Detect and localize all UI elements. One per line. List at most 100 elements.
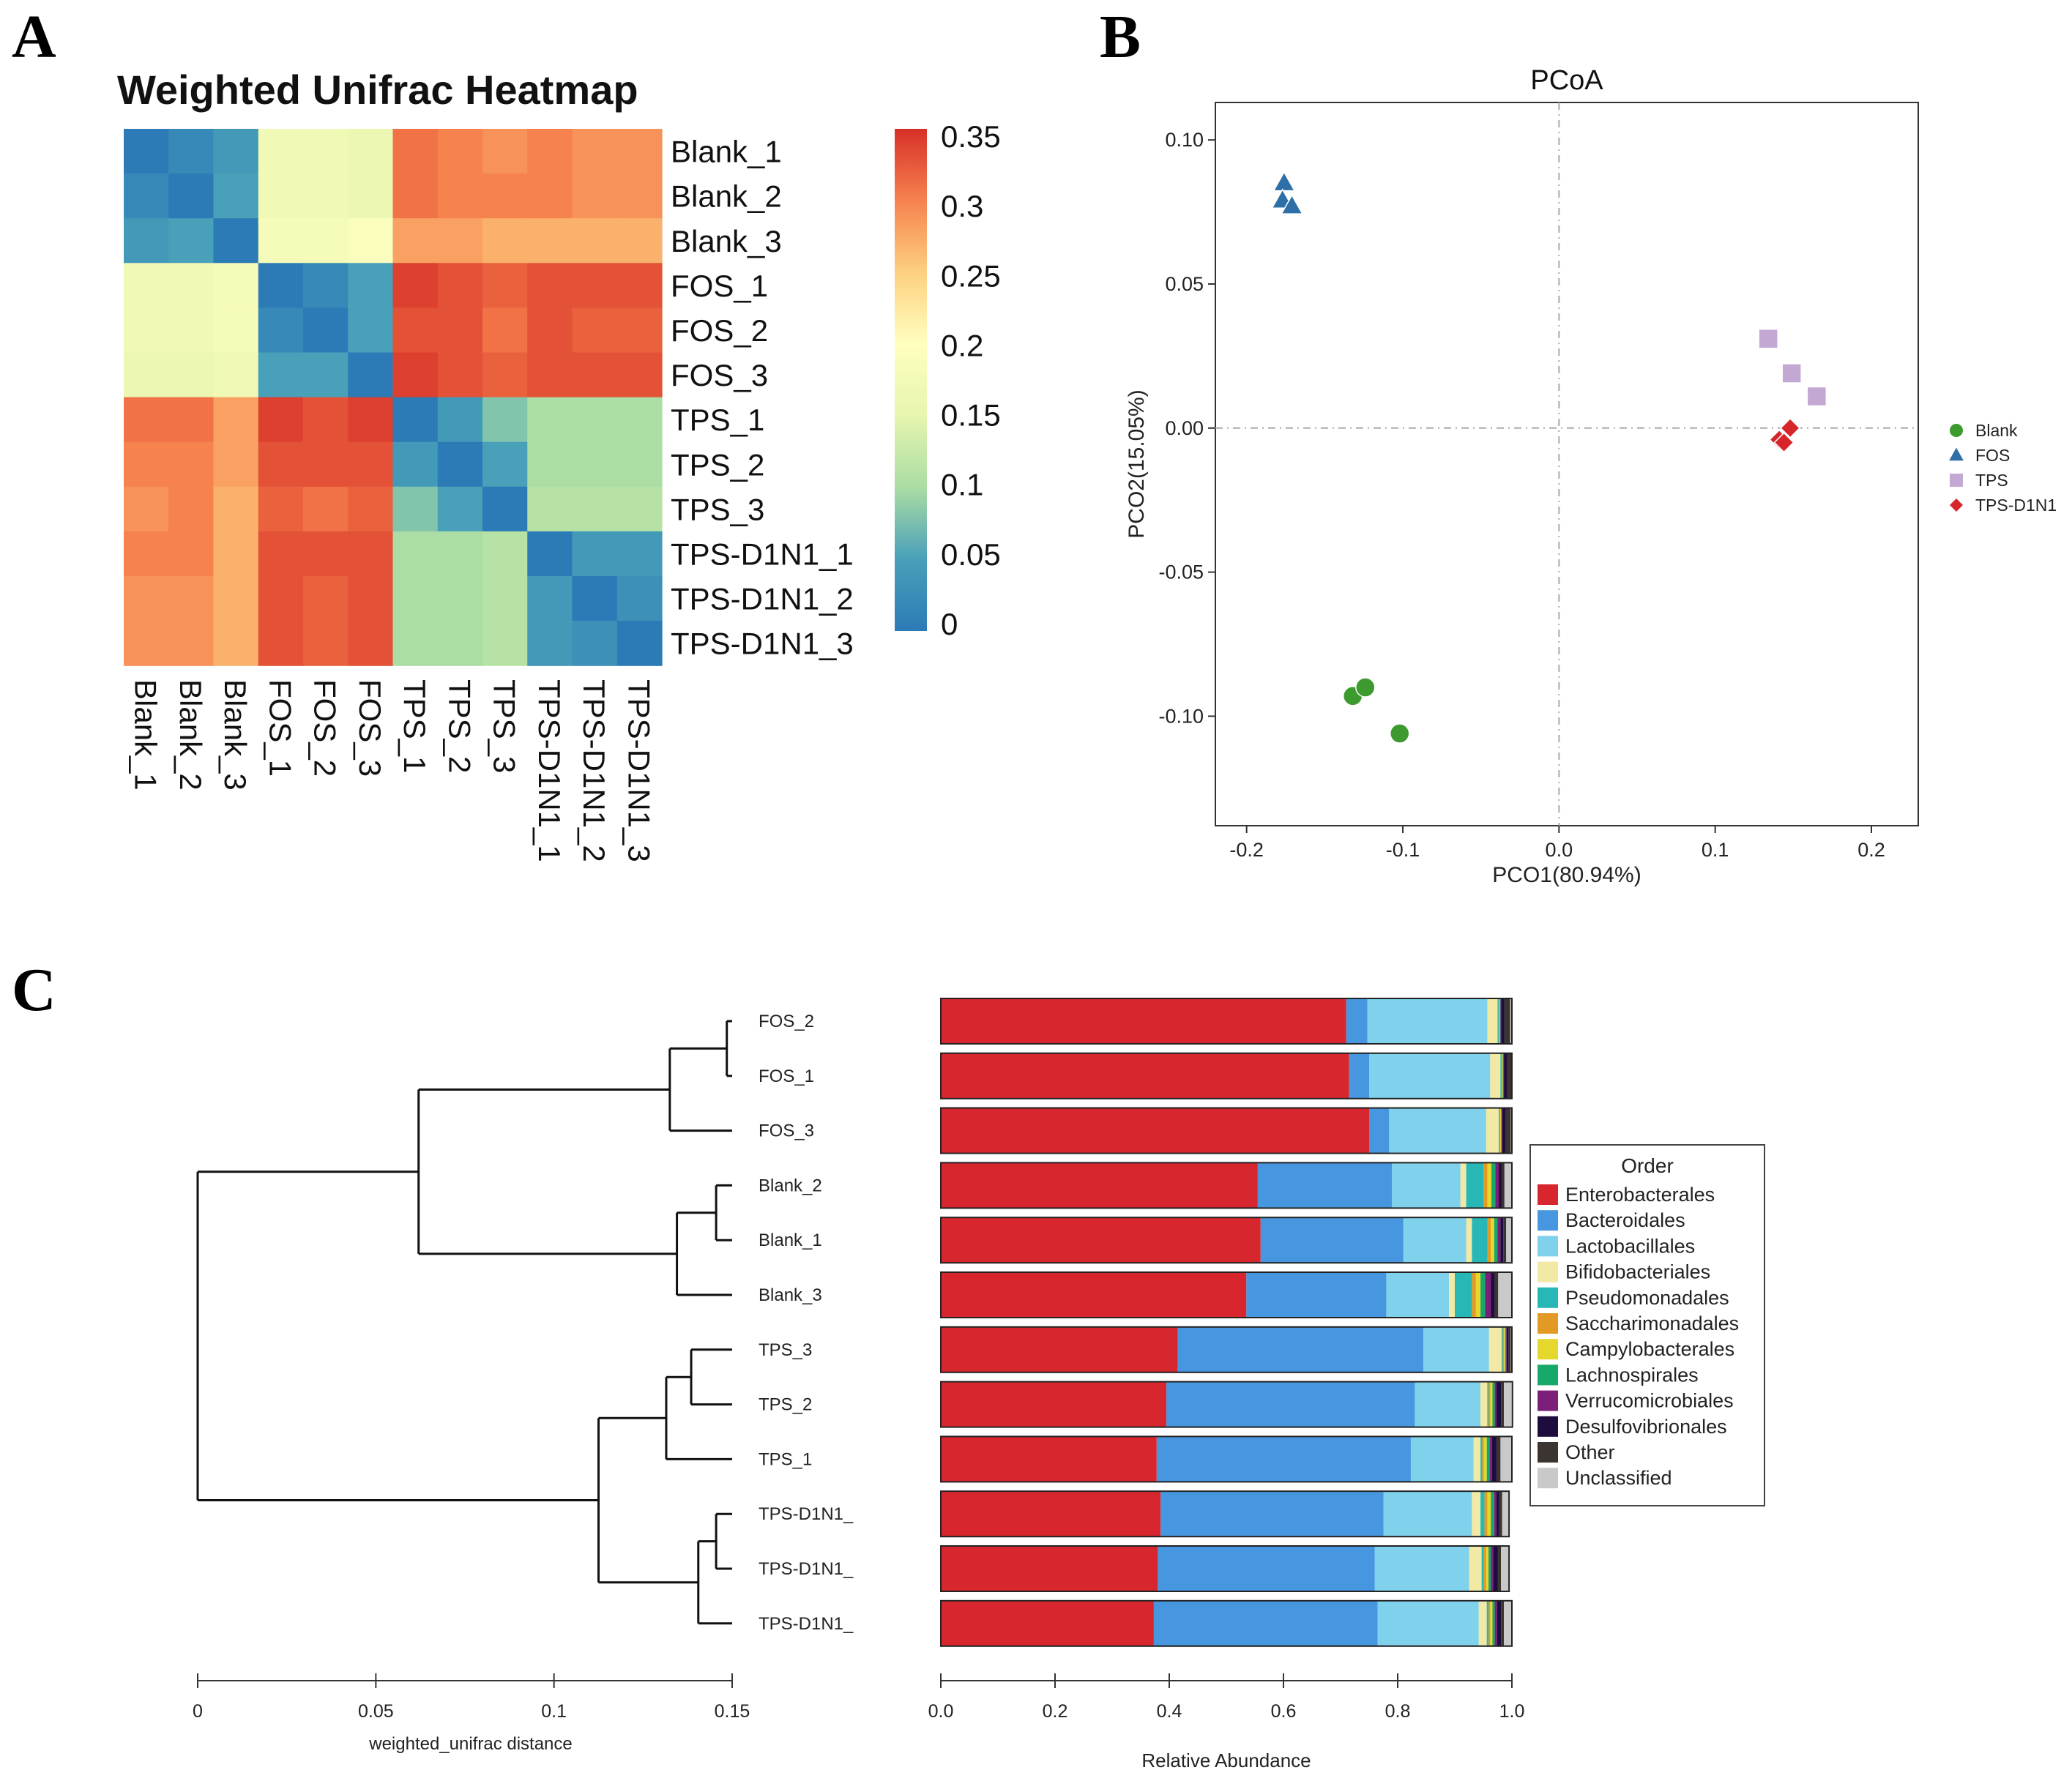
bar-outline [940,1490,1510,1538]
bar-segment-other [1504,998,1510,1044]
heatmap-cell [437,129,483,174]
heatmap-panel: Weighted Unifrac Heatmap Blank_1Blank_2B… [117,67,1001,862]
abundance-bars [940,998,1513,1647]
heatmap-title: Weighted Unifrac Heatmap [117,67,638,113]
bar-segment-saccharimonadales [1488,1381,1491,1427]
heatmap-cell [437,173,483,219]
heatmap-row-label: Blank_2 [671,179,782,214]
heatmap-cell [168,486,215,532]
heatmap-column-labels: Blank_1 Blank_2 Blank_3 FOS_1 FOS_2 FOS_3 TPS_… [129,679,657,862]
heatmap-row-label: Blank_1 [671,135,782,169]
dendrogram-tick-label: 0.15 [715,1701,750,1722]
heatmap-cell [303,263,349,308]
bar-segment-lachnospirales [1488,1546,1491,1591]
bar-segment-lachnospirales [1492,1381,1495,1427]
heatmap-cell [213,531,259,577]
colorbar-gradient [895,129,927,631]
heatmap-cell [213,441,259,488]
heatmap-cell [616,531,663,577]
bar-segment-unclassified [1498,1272,1512,1318]
heatmap-cell [527,621,573,666]
heatmap-cell [348,621,394,666]
bar-segment-bifidobacteriales [1466,1217,1472,1263]
bar-segment-pseudomonadales [1500,1053,1502,1099]
bar-segment-enterobacterales [941,998,1346,1044]
heatmap-cell [392,441,439,488]
heatmap-cell [348,263,394,308]
bar-segment-saccharimonadales [1502,1326,1505,1372]
bar-outline [940,1162,1513,1209]
heatmap-cell [482,129,528,174]
bar-segment-desulfovibrionales [1491,1436,1497,1482]
pcoa-y-tick-label: 0.00 [1165,417,1204,439]
heatmap-row-label: TPS-D1N1_3 [671,627,854,661]
pcoa-point-blank [1389,723,1410,744]
heatmap-cell [348,441,394,488]
heatmap-cell [124,129,169,174]
heatmap-cell [616,441,663,488]
bar-segment-lachnospirales [1480,1272,1486,1318]
heatmap-cell [616,621,663,666]
dendrogram-leaf-label: Blank_3 [759,1285,822,1305]
bar-segment-bifidobacteriales [1486,1108,1499,1154]
bar-segment-saccharimonadales [1472,1272,1476,1318]
abundance-axis: 0.0 0.2 0.4 0.6 0.8 1.0 [928,1673,1524,1722]
heatmap-cell [482,621,528,666]
heatmap-cell [527,576,573,621]
bar-segment-lachnospirales [1491,1491,1494,1537]
pcoa-legend-marker [1949,447,1964,461]
bar-segment-desulfovibrionales [1499,1162,1502,1209]
bar-segment-lachnospirales [1491,1162,1496,1209]
heatmap-cell [616,486,663,532]
heatmap-column-label: TPS-D1N1_3 [622,679,656,862]
heatmap-cell [303,531,349,577]
order-legend-swatch [1538,1339,1558,1360]
bar-segment-bifidobacteriales [1480,1381,1488,1427]
heatmap-cell [392,621,439,666]
heatmap-column-label: TPS_2 [442,679,477,773]
bar-segment-unclassified [1506,1217,1512,1263]
heatmap-cell [303,576,349,621]
pcoa-y-tick-label: -0.10 [1158,705,1204,727]
heatmap-cell [124,263,169,308]
heatmap-cell [527,129,573,174]
dendrogram-x-axis-label: weighted_unifrac distance [368,1734,573,1754]
order-legend-label: Other [1565,1441,1615,1463]
heatmap-cell [482,218,528,264]
bar-segment-saccharimonadales [1488,1600,1491,1646]
bar-segment-bacteroidales [1153,1600,1378,1646]
heatmap-cell [572,621,618,666]
heatmap-cell [527,397,573,443]
bar-outline [940,1381,1513,1428]
heatmap-cell [527,218,573,264]
pcoa-legend-marker [1950,474,1963,487]
bar-segment-unclassified [1510,998,1512,1044]
heatmap-cell [213,173,259,219]
bar-segment-bifidobacteriales [1449,1272,1455,1318]
heatmap-cell [572,218,618,264]
bar-segment-lachnospirales [1501,1108,1502,1154]
heatmap-cell [258,486,304,532]
bar-segment-enterobacterales [941,1381,1167,1427]
heatmap-cell [303,173,349,219]
dendrogram-leaf-labels: FOS_2 FOS_1 FOS_3 Blank_2 Blank_1 Blank_3 TPS_… [759,1012,854,1634]
heatmap-cell [124,173,169,219]
bar-segment-pseudomonadales [1480,1436,1483,1482]
bar-segment-bacteroidales [1156,1436,1411,1482]
bar-outline [940,1217,1513,1264]
heatmap-cell [482,441,528,488]
order-legend: Order Enterobacterales Bacteroidales Lacto… [1529,1144,1765,1506]
heatmap-cell [437,352,483,398]
bar-segment-verrucomicrobiales [1503,1053,1505,1099]
heatmap-cell [348,218,394,264]
bar-segment-pseudomonadales [1481,1546,1484,1591]
order-legend-title: Order [1621,1154,1674,1177]
heatmap-cell [527,531,573,577]
order-legend-label: Lachnospirales [1565,1364,1699,1386]
abundance-tick-label: 0.8 [1385,1701,1411,1722]
bar-segment-desulfovibrionales [1496,1381,1502,1427]
heatmap-row-label: TPS_2 [671,447,764,482]
heatmap-cell [392,352,439,398]
bar-segment-lachnospirales [1499,998,1501,1044]
heatmap-cell [572,263,618,308]
